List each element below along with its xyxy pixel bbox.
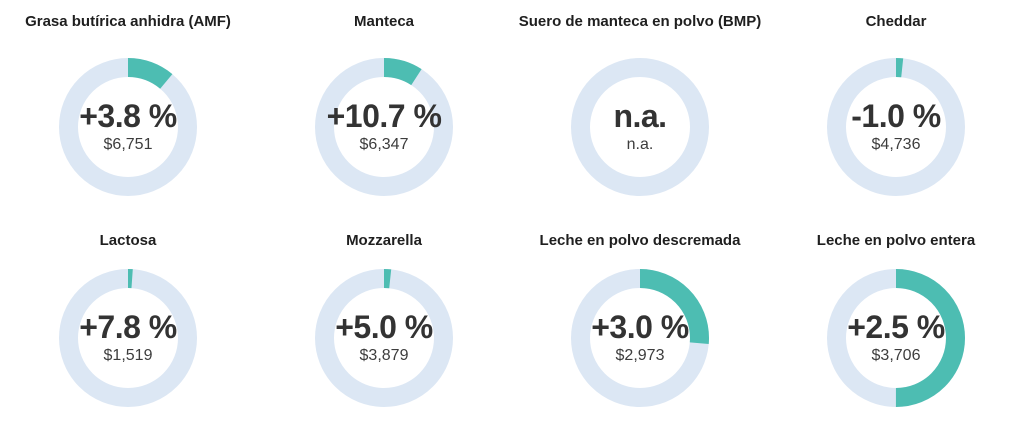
product-title: Grasa butírica anhidra (AMF) [25,13,231,30]
product-card: Cheddar -1.0 % $4,736 [768,0,1024,211]
change-percentage: +2.5 % [847,308,945,345]
product-card: Lactosa +7.8 % $1,519 [0,211,256,422]
donut-ring-svg [315,58,453,196]
price-value: $4,736 [871,136,921,154]
product-card: Grasa butírica anhidra (AMF) +3.8 % $6,7… [0,0,256,211]
donut-chart: +10.7 % $6,347 [315,58,453,196]
donut-ring-svg [59,58,197,196]
change-percentage: -1.0 % [851,97,941,134]
price-value: $6,347 [359,136,409,154]
price-value: $1,519 [103,347,153,365]
price-value: $3,706 [871,347,921,365]
product-title: Suero de manteca en polvo (BMP) [518,13,762,30]
donut-center-label: +3.8 % $6,751 [59,58,197,196]
product-title: Manteca [353,13,415,30]
donut-value-arc [571,269,709,407]
donut-value-arc [315,269,453,407]
price-value: $3,879 [359,347,409,365]
change-percentage: +10.7 % [326,97,442,134]
price-value: $6,751 [103,136,153,154]
product-title: Lactosa [99,232,157,249]
donut-value-arc [59,58,197,196]
donut-track-ring [571,58,709,196]
product-title: Cheddar [865,13,927,30]
donut-value-arc [827,269,965,407]
donut-center-label: n.a. n.a. [571,58,709,196]
product-title: Mozzarella [346,232,422,249]
donut-value-arc [315,58,453,196]
donut-chart: n.a. n.a. [571,58,709,196]
donut-chart: +5.0 % $3,879 [315,269,453,407]
change-percentage: +3.8 % [79,97,177,134]
product-title: Leche en polvo descremada [539,232,741,249]
donut-chart: +2.5 % $3,706 [827,269,965,407]
donut-center-label: +3.0 % $2,973 [571,269,709,407]
donut-center-label: -1.0 % $4,736 [827,58,965,196]
product-card: Manteca +10.7 % $6,347 [256,0,512,211]
donut-center-label: +2.5 % $3,706 [827,269,965,407]
price-value: $2,973 [615,347,665,365]
donut-center-label: +7.8 % $1,519 [59,269,197,407]
price-value: n.a. [626,136,654,154]
donut-ring-svg [315,269,453,407]
donut-chart: -1.0 % $4,736 [827,58,965,196]
product-title: Leche en polvo entera [816,232,976,249]
product-card: Mozzarella +5.0 % $3,879 [256,211,512,422]
product-card: Leche en polvo descremada +3.0 % $2,973 [512,211,768,422]
donut-center-label: +5.0 % $3,879 [315,269,453,407]
donut-ring-svg [571,58,709,196]
donut-value-arc [59,269,197,407]
donut-chart: +7.8 % $1,519 [59,269,197,407]
donut-ring-svg [827,269,965,407]
change-percentage: +5.0 % [335,308,433,345]
donut-ring-svg [571,269,709,407]
change-percentage: +3.0 % [591,308,689,345]
change-percentage: +7.8 % [79,308,177,345]
donut-chart: +3.8 % $6,751 [59,58,197,196]
product-card: Suero de manteca en polvo (BMP) n.a. n.a… [512,0,768,211]
donut-center-label: +10.7 % $6,347 [315,58,453,196]
donut-ring-svg [827,58,965,196]
product-card: Leche en polvo entera +2.5 % $3,706 [768,211,1024,422]
donut-ring-svg [59,269,197,407]
donut-value-arc [827,58,965,196]
donut-chart: +3.0 % $2,973 [571,269,709,407]
change-percentage: n.a. [613,97,667,134]
